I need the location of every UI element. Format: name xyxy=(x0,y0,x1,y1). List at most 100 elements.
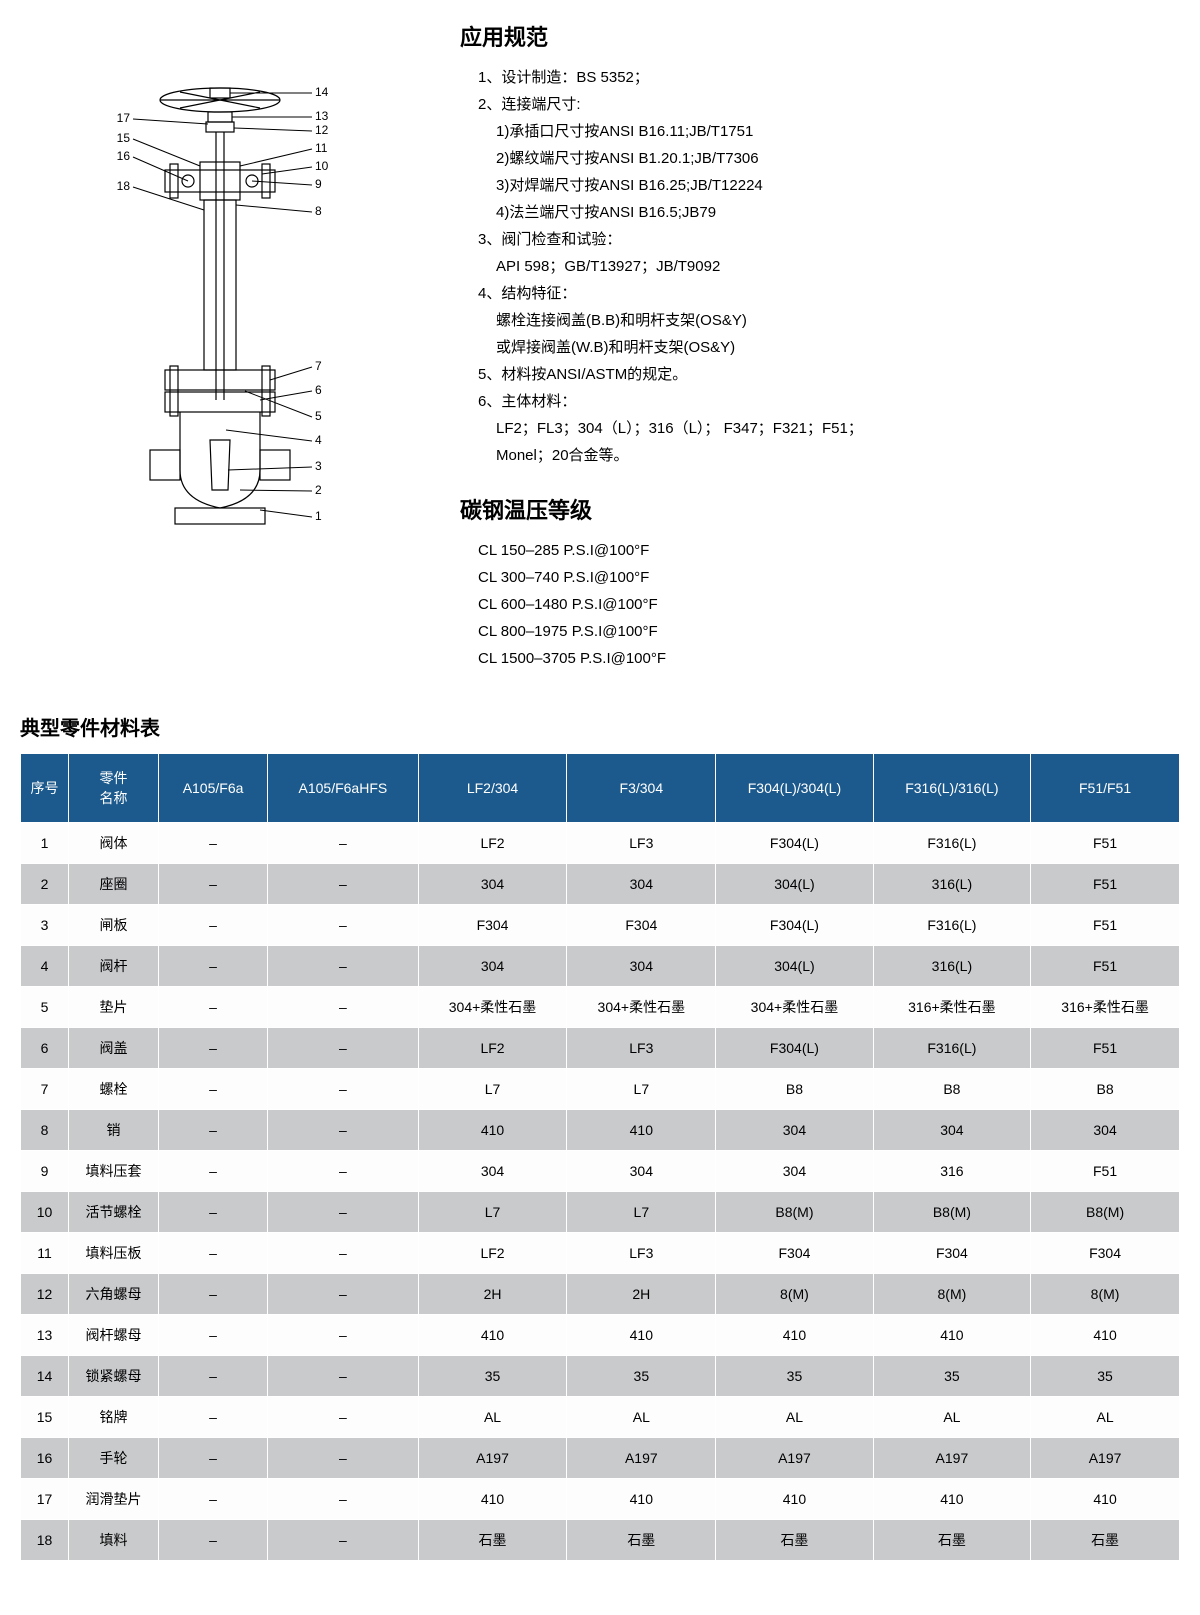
table-cell: 410 xyxy=(1031,1479,1180,1520)
svg-text:18: 18 xyxy=(117,179,131,193)
table-cell: 35 xyxy=(418,1356,567,1397)
table-cell: B8 xyxy=(716,1069,873,1110)
table-cell: LF2 xyxy=(418,823,567,864)
table-cell: LF3 xyxy=(567,1233,716,1274)
table-cell: 304 xyxy=(1031,1110,1180,1151)
table-cell: 座圈 xyxy=(69,864,159,905)
spec-line: 5、材料按ANSI/ASTM的规定。 xyxy=(460,361,1180,388)
table-cell: A197 xyxy=(567,1438,716,1479)
table-cell: F316(L) xyxy=(873,905,1030,946)
table-cell: 螺栓 xyxy=(69,1069,159,1110)
svg-text:2: 2 xyxy=(315,483,322,497)
table-cell: – xyxy=(159,1356,268,1397)
table-cell: – xyxy=(159,1069,268,1110)
table-row: 18填料––石墨石墨石墨石墨石墨 xyxy=(21,1520,1180,1561)
table-cell: 填料压板 xyxy=(69,1233,159,1274)
table-title: 典型零件材料表 xyxy=(20,712,1180,741)
table-cell: 5 xyxy=(21,987,69,1028)
table-cell: 304 xyxy=(418,946,567,987)
table-cell: F51 xyxy=(1031,1028,1180,1069)
table-cell: 304 xyxy=(418,1151,567,1192)
temp-line: CL 1500–3705 P.S.I@100°F xyxy=(478,645,1180,672)
table-cell: A197 xyxy=(418,1438,567,1479)
table-cell: 阀体 xyxy=(69,823,159,864)
table-cell: L7 xyxy=(567,1069,716,1110)
table-header-cell: F3/304 xyxy=(567,754,716,823)
table-cell: – xyxy=(159,905,268,946)
table-cell: 15 xyxy=(21,1397,69,1438)
table-cell: – xyxy=(159,823,268,864)
table-cell: B8(M) xyxy=(873,1192,1030,1233)
table-cell: F316(L) xyxy=(873,823,1030,864)
table-cell: 销 xyxy=(69,1110,159,1151)
spec-line: 2、连接端尺寸: xyxy=(460,91,1180,118)
table-cell: 填料压套 xyxy=(69,1151,159,1192)
table-row: 6阀盖––LF2LF3F304(L)F316(L)F51 xyxy=(21,1028,1180,1069)
table-cell: F51 xyxy=(1031,823,1180,864)
spec-line: LF2；FL3；304（L）；316（L）； F347；F321；F51； xyxy=(460,415,1180,442)
svg-text:14: 14 xyxy=(315,85,329,99)
table-cell: – xyxy=(268,1028,419,1069)
table-header-cell: F304(L)/304(L) xyxy=(716,754,873,823)
table-cell: – xyxy=(268,1438,419,1479)
table-cell: 8(M) xyxy=(873,1274,1030,1315)
table-cell: 石墨 xyxy=(1031,1520,1180,1561)
table-header-cell: F51/F51 xyxy=(1031,754,1180,823)
table-cell: 2H xyxy=(418,1274,567,1315)
table-cell: 石墨 xyxy=(567,1520,716,1561)
table-cell: 410 xyxy=(418,1315,567,1356)
svg-text:5: 5 xyxy=(315,409,322,423)
table-cell: 410 xyxy=(873,1315,1030,1356)
table-cell: AL xyxy=(567,1397,716,1438)
table-cell: 410 xyxy=(1031,1315,1180,1356)
table-cell: F304 xyxy=(1031,1233,1180,1274)
table-cell: F304 xyxy=(873,1233,1030,1274)
spec-line: 螺栓连接阀盖(B.B)和明杆支架(OS&Y) xyxy=(460,307,1180,334)
table-cell: 16 xyxy=(21,1438,69,1479)
table-cell: AL xyxy=(1031,1397,1180,1438)
svg-text:12: 12 xyxy=(315,123,329,137)
valve-diagram: 17 15 16 18 14 13 12 11 10 9 8 7 6 5 4 xyxy=(20,20,420,672)
table-cell: 3 xyxy=(21,905,69,946)
table-cell: 35 xyxy=(567,1356,716,1397)
table-cell: – xyxy=(268,1069,419,1110)
table-cell: 11 xyxy=(21,1233,69,1274)
svg-text:6: 6 xyxy=(315,383,322,397)
table-cell: – xyxy=(159,946,268,987)
table-cell: – xyxy=(268,946,419,987)
svg-text:4: 4 xyxy=(315,433,322,447)
table-row: 14锁紧螺母––3535353535 xyxy=(21,1356,1180,1397)
table-cell: – xyxy=(268,1520,419,1561)
spec-line: API 598；GB/T13927；JB/T9092 xyxy=(460,253,1180,280)
table-cell: 石墨 xyxy=(418,1520,567,1561)
table-cell: 10 xyxy=(21,1192,69,1233)
table-cell: F51 xyxy=(1031,864,1180,905)
table-cell: 316(L) xyxy=(873,946,1030,987)
table-cell: 13 xyxy=(21,1315,69,1356)
table-cell: – xyxy=(268,1397,419,1438)
table-cell: – xyxy=(159,1315,268,1356)
materials-table: 序号零件 名称A105/F6aA105/F6aHFSLF2/304F3/304F… xyxy=(20,753,1180,1561)
table-cell: – xyxy=(159,987,268,1028)
svg-text:11: 11 xyxy=(315,141,328,155)
spec-line: 3、阀门检查和试验： xyxy=(460,226,1180,253)
table-cell: B8 xyxy=(1031,1069,1180,1110)
table-cell: 9 xyxy=(21,1151,69,1192)
table-cell: LF3 xyxy=(567,1028,716,1069)
table-cell: A197 xyxy=(873,1438,1030,1479)
svg-text:1: 1 xyxy=(315,509,322,523)
table-row: 2座圈––304304304(L)316(L)F51 xyxy=(21,864,1180,905)
table-cell: 35 xyxy=(716,1356,873,1397)
table-cell: – xyxy=(268,987,419,1028)
table-cell: 17 xyxy=(21,1479,69,1520)
table-cell: 六角螺母 xyxy=(69,1274,159,1315)
table-row: 15铭牌––ALALALALAL xyxy=(21,1397,1180,1438)
temp-line: CL 800–1975 P.S.I@100°F xyxy=(478,618,1180,645)
table-cell: 304 xyxy=(418,864,567,905)
table-cell: 316+柔性石墨 xyxy=(1031,987,1180,1028)
svg-text:10: 10 xyxy=(315,159,329,173)
table-cell: – xyxy=(268,1233,419,1274)
svg-text:8: 8 xyxy=(315,204,322,218)
table-cell: LF3 xyxy=(567,823,716,864)
svg-text:3: 3 xyxy=(315,459,322,473)
